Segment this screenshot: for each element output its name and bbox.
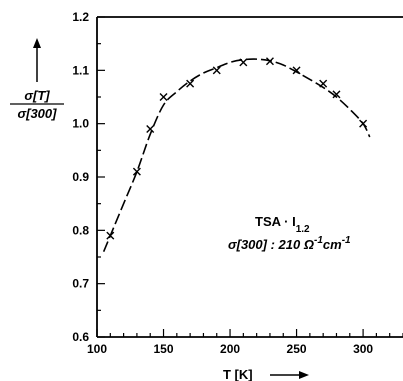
annotation-sup2: -1 bbox=[342, 235, 351, 246]
marker-stroke bbox=[319, 79, 328, 88]
x-tick-label: 250 bbox=[287, 342, 307, 356]
y-axis-label: σ[T] σ[300] bbox=[10, 38, 64, 121]
data-point-marker bbox=[186, 79, 195, 88]
marker-stroke bbox=[292, 66, 301, 75]
x-label-arrow-head bbox=[299, 371, 309, 379]
annotation-conductivity: σ[300] : 210 Ω bbox=[228, 237, 314, 252]
fit-curve-path bbox=[102, 58, 371, 252]
y-tick-label: 0.7 bbox=[72, 277, 89, 291]
y-axis-ticks: 0.6 0.7 0.8 0.9 1.0 1.1 1.2 bbox=[72, 10, 105, 344]
data-point-marker bbox=[332, 90, 341, 99]
annotation-compound: TSA · I bbox=[255, 214, 296, 229]
marker-stroke bbox=[106, 231, 115, 240]
y-tick-label: 1.1 bbox=[72, 63, 89, 77]
data-point-marker bbox=[106, 231, 115, 240]
y-label-numerator: σ[T] bbox=[24, 88, 50, 103]
y-tick-label: 0.6 bbox=[72, 330, 89, 344]
marker-stroke bbox=[239, 58, 248, 67]
annotation-line2: σ[300] : 210 Ω-1cm-1 bbox=[228, 235, 351, 252]
annotation-line1: TSA · I1.2 bbox=[255, 214, 310, 235]
marker-stroke bbox=[332, 90, 341, 99]
fit-curve bbox=[102, 58, 371, 252]
annotation-unit-cm: cm bbox=[323, 237, 342, 252]
data-point-marker bbox=[132, 167, 141, 176]
data-markers bbox=[106, 57, 368, 240]
data-point-marker bbox=[146, 125, 155, 133]
annotation-sup1: -1 bbox=[314, 235, 323, 246]
marker-stroke bbox=[265, 57, 274, 66]
data-point-marker bbox=[265, 57, 274, 66]
data-point-marker bbox=[212, 66, 221, 75]
data-point-marker bbox=[319, 79, 328, 88]
y-tick-label: 1.2 bbox=[72, 10, 89, 24]
x-axis-label: T [K] bbox=[223, 367, 309, 381]
x-tick-label: 300 bbox=[353, 342, 373, 356]
data-point-marker bbox=[239, 58, 248, 67]
marker-stroke bbox=[186, 79, 195, 88]
x-tick-label: 100 bbox=[87, 342, 107, 356]
x-label-text: T [K] bbox=[223, 367, 253, 381]
y-tick-label: 0.8 bbox=[72, 223, 89, 237]
marker-stroke bbox=[212, 66, 221, 75]
marker-stroke bbox=[359, 119, 368, 128]
annotation: TSA · I1.2 σ[300] : 210 Ω-1cm-1 bbox=[228, 214, 351, 252]
annotation-compound-subscript: 1.2 bbox=[296, 224, 310, 235]
y-tick-label: 1.0 bbox=[72, 117, 89, 131]
x-axis-ticks: 100 150 200 250 300 bbox=[87, 329, 403, 356]
marker-stroke bbox=[146, 125, 155, 133]
y-label-denominator: σ[300] bbox=[18, 106, 58, 121]
plot-frame bbox=[96, 16, 403, 338]
marker-stroke bbox=[132, 167, 141, 176]
x-tick-label: 150 bbox=[154, 342, 174, 356]
x-tick-label: 200 bbox=[220, 342, 240, 356]
y-tick-label: 0.9 bbox=[72, 170, 89, 184]
y-label-arrow-head bbox=[33, 38, 41, 48]
marker-stroke bbox=[159, 93, 168, 101]
data-point-marker bbox=[159, 93, 168, 101]
data-point-marker bbox=[359, 119, 368, 128]
data-point-marker bbox=[292, 66, 301, 75]
